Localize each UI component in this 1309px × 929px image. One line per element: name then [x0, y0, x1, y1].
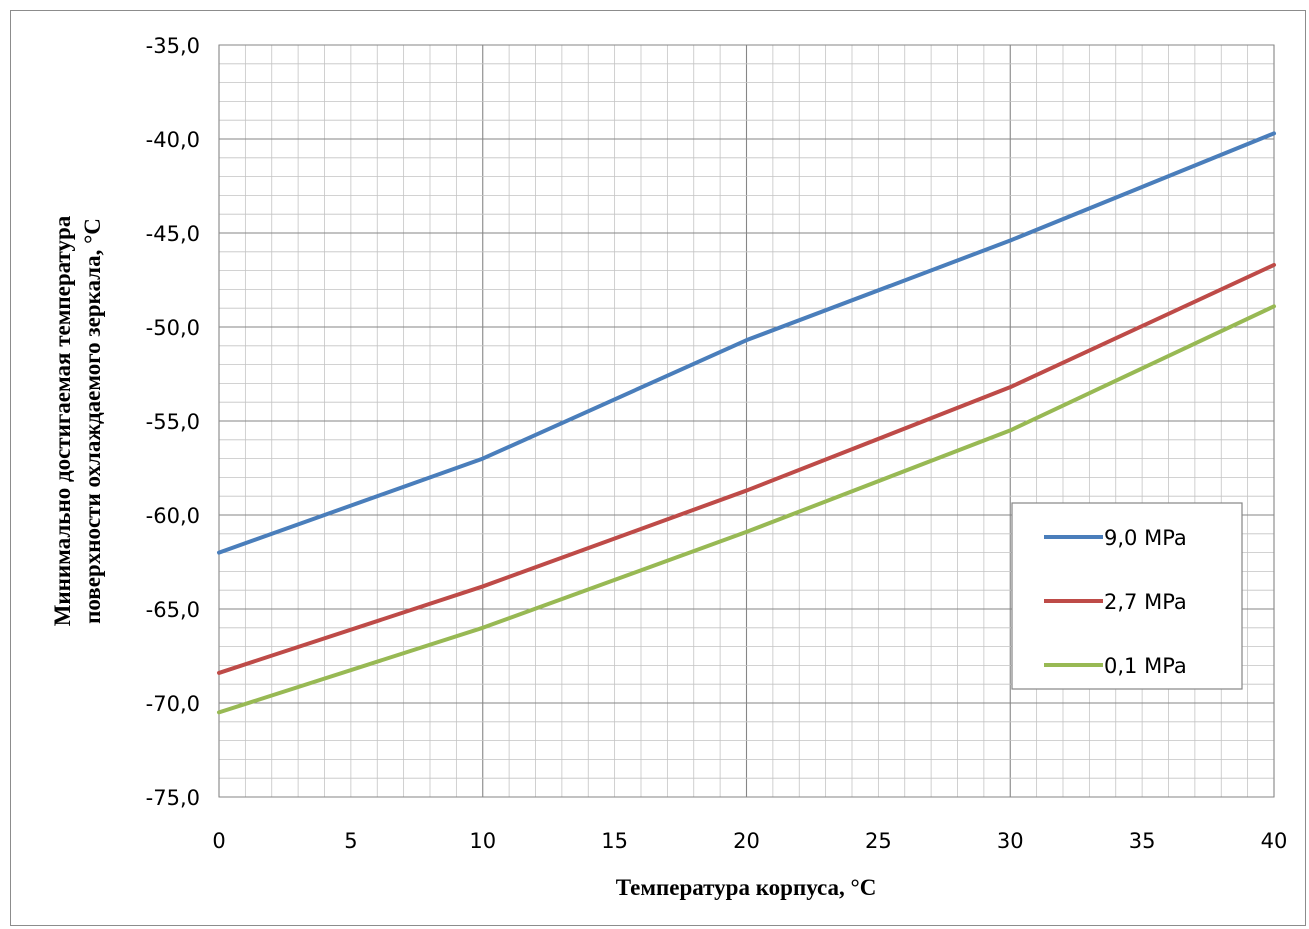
- x-axis-ticks: 0 5 10 15 20 25 30 35 40: [212, 829, 1287, 853]
- series-line: [217, 131, 1276, 555]
- legend-box: [1011, 502, 1243, 690]
- x-axis-title: Температура корпуса, °C: [616, 875, 877, 900]
- y-tick-label: -75,0: [146, 786, 200, 810]
- x-tick-label: 25: [865, 829, 892, 853]
- legend-label: 2,7 MPa: [1104, 590, 1187, 614]
- y-tick-label: -60,0: [146, 504, 200, 528]
- y-axis-ticks: -35,0 -40,0 -45,0 -50,0 -55,0 -60,0 -65,0 -70,0…: [146, 34, 200, 810]
- x-tick-label: 5: [344, 829, 357, 853]
- series-line: [217, 304, 1276, 715]
- y-tick-label: -50,0: [146, 316, 200, 340]
- x-tick-label: 35: [1129, 829, 1156, 853]
- x-tick-label: 15: [601, 829, 628, 853]
- x-tick-label: 20: [733, 829, 760, 853]
- y-tick-label: -65,0: [146, 598, 200, 622]
- y-tick-label: -70,0: [146, 692, 200, 716]
- series-lines: [217, 131, 1276, 715]
- legend-label: 0,1 MPa: [1104, 654, 1187, 678]
- legend-label: 9,0 MPa: [1104, 526, 1187, 550]
- series-line: [217, 262, 1276, 675]
- y-tick-label: -40,0: [146, 128, 200, 152]
- x-tick-label: 30: [997, 829, 1024, 853]
- y-axis-title-line2: поверхности охлаждаемого зеркала, °C: [80, 218, 105, 624]
- x-tick-label: 40: [1261, 829, 1288, 853]
- y-tick-label: -45,0: [146, 222, 200, 246]
- y-tick-label: -55,0: [146, 410, 200, 434]
- y-axis-title-line1: Минимально достигаемая температура: [50, 215, 75, 626]
- chart-frame: [10, 10, 1306, 926]
- x-tick-label: 10: [469, 829, 496, 853]
- y-tick-label: -35,0: [146, 34, 200, 58]
- plot-area-border: [218, 44, 1275, 798]
- legend: 9,0 MPa 2,7 MPa 0,1 MPa: [1011, 502, 1243, 690]
- x-tick-label: 0: [212, 829, 225, 853]
